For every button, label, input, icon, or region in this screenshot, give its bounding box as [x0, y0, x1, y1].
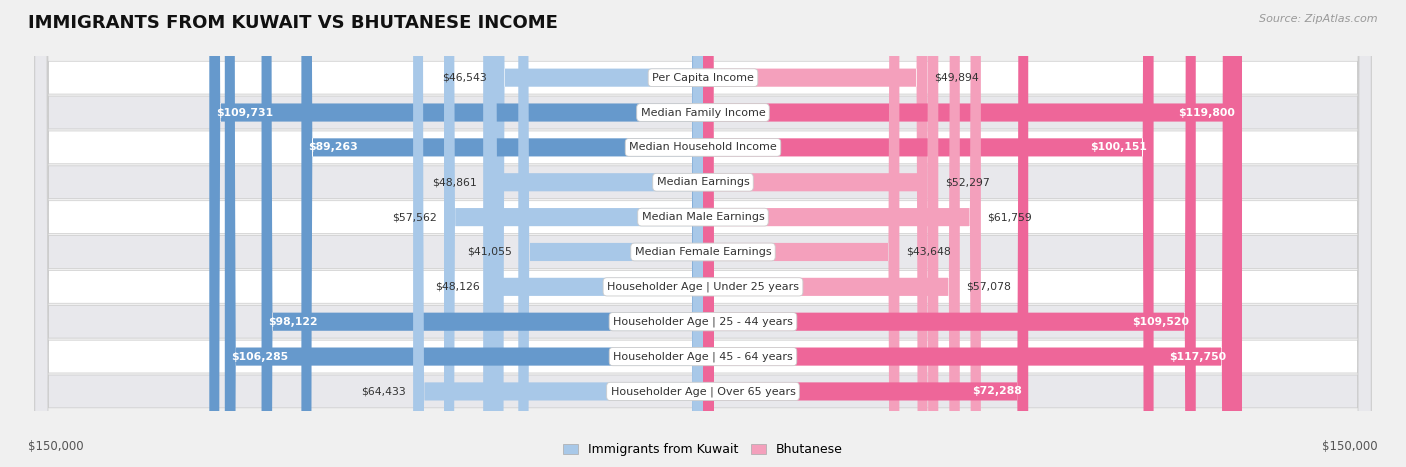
FancyBboxPatch shape — [209, 0, 703, 467]
Text: $46,543: $46,543 — [441, 73, 486, 83]
Text: $48,861: $48,861 — [432, 177, 477, 187]
FancyBboxPatch shape — [703, 0, 981, 467]
FancyBboxPatch shape — [444, 0, 703, 467]
FancyBboxPatch shape — [494, 0, 703, 467]
Text: $64,433: $64,433 — [361, 386, 406, 396]
FancyBboxPatch shape — [413, 0, 703, 467]
FancyBboxPatch shape — [301, 0, 703, 467]
Text: Median Family Income: Median Family Income — [641, 107, 765, 118]
Text: $52,297: $52,297 — [945, 177, 990, 187]
FancyBboxPatch shape — [703, 0, 1153, 467]
Text: $49,894: $49,894 — [934, 73, 979, 83]
Text: $61,759: $61,759 — [987, 212, 1032, 222]
FancyBboxPatch shape — [262, 0, 703, 467]
FancyBboxPatch shape — [35, 0, 1371, 467]
Text: Median Household Income: Median Household Income — [628, 142, 778, 152]
Text: Median Male Earnings: Median Male Earnings — [641, 212, 765, 222]
FancyBboxPatch shape — [35, 0, 1371, 467]
Legend: Immigrants from Kuwait, Bhutanese: Immigrants from Kuwait, Bhutanese — [558, 439, 848, 461]
FancyBboxPatch shape — [703, 0, 1195, 467]
FancyBboxPatch shape — [703, 0, 938, 467]
Text: Householder Age | 25 - 44 years: Householder Age | 25 - 44 years — [613, 317, 793, 327]
Text: $119,800: $119,800 — [1178, 107, 1236, 118]
FancyBboxPatch shape — [35, 0, 1371, 467]
Text: $48,126: $48,126 — [434, 282, 479, 292]
FancyBboxPatch shape — [35, 0, 1371, 467]
FancyBboxPatch shape — [35, 0, 1371, 467]
FancyBboxPatch shape — [35, 0, 1371, 467]
FancyBboxPatch shape — [703, 0, 960, 467]
FancyBboxPatch shape — [703, 0, 1233, 467]
Text: $100,151: $100,151 — [1090, 142, 1147, 152]
Text: $109,520: $109,520 — [1132, 317, 1189, 327]
FancyBboxPatch shape — [484, 0, 703, 467]
FancyBboxPatch shape — [703, 0, 1241, 467]
FancyBboxPatch shape — [35, 0, 1371, 467]
Text: $98,122: $98,122 — [269, 317, 318, 327]
FancyBboxPatch shape — [225, 0, 703, 467]
Text: $57,078: $57,078 — [966, 282, 1011, 292]
FancyBboxPatch shape — [486, 0, 703, 467]
FancyBboxPatch shape — [519, 0, 703, 467]
Text: Householder Age | Over 65 years: Householder Age | Over 65 years — [610, 386, 796, 396]
Text: $57,562: $57,562 — [392, 212, 437, 222]
Text: $109,731: $109,731 — [217, 107, 273, 118]
FancyBboxPatch shape — [703, 0, 900, 467]
FancyBboxPatch shape — [35, 0, 1371, 467]
FancyBboxPatch shape — [703, 0, 928, 467]
Text: $41,055: $41,055 — [467, 247, 512, 257]
Text: $43,648: $43,648 — [905, 247, 950, 257]
Text: Householder Age | 45 - 64 years: Householder Age | 45 - 64 years — [613, 351, 793, 362]
Text: Median Female Earnings: Median Female Earnings — [634, 247, 772, 257]
Text: Per Capita Income: Per Capita Income — [652, 73, 754, 83]
Text: Median Earnings: Median Earnings — [657, 177, 749, 187]
Text: $89,263: $89,263 — [308, 142, 359, 152]
FancyBboxPatch shape — [35, 0, 1371, 467]
Text: $106,285: $106,285 — [232, 352, 288, 361]
Text: $150,000: $150,000 — [28, 440, 84, 453]
Text: $72,288: $72,288 — [972, 386, 1022, 396]
FancyBboxPatch shape — [35, 0, 1371, 467]
Text: Householder Age | Under 25 years: Householder Age | Under 25 years — [607, 282, 799, 292]
FancyBboxPatch shape — [703, 0, 1028, 467]
Text: Source: ZipAtlas.com: Source: ZipAtlas.com — [1260, 14, 1378, 24]
Text: $150,000: $150,000 — [1322, 440, 1378, 453]
Text: $117,750: $117,750 — [1168, 352, 1226, 361]
Text: IMMIGRANTS FROM KUWAIT VS BHUTANESE INCOME: IMMIGRANTS FROM KUWAIT VS BHUTANESE INCO… — [28, 14, 558, 32]
